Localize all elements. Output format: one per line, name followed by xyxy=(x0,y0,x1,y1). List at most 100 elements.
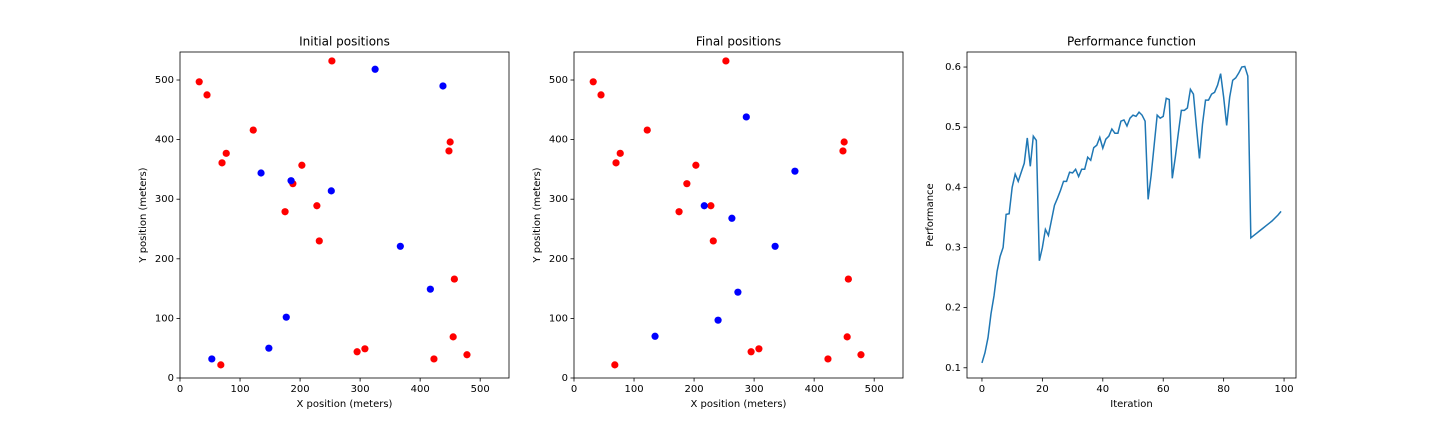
point xyxy=(430,355,438,363)
x-tick-label: 400 xyxy=(411,384,430,395)
point xyxy=(298,161,306,169)
point xyxy=(371,65,379,73)
point xyxy=(203,91,211,99)
x-axis-label: X position (meters) xyxy=(297,399,393,410)
point xyxy=(707,202,715,210)
point xyxy=(839,147,847,155)
x-tick-label: 500 xyxy=(471,384,490,395)
point xyxy=(449,333,457,341)
y-tick-label: 500 xyxy=(549,75,568,86)
y-axis-label: Y position (meters) xyxy=(138,167,149,263)
point xyxy=(222,149,230,157)
x-tick-label: 100 xyxy=(1275,384,1294,395)
y-tick-label: 0.4 xyxy=(945,182,961,193)
axes-frame xyxy=(179,51,510,379)
x-tick-label: 200 xyxy=(685,384,704,395)
point xyxy=(327,187,335,195)
point xyxy=(734,288,742,296)
x-tick-label: 500 xyxy=(865,384,884,395)
point xyxy=(683,180,691,188)
point xyxy=(675,208,683,216)
y-tick-label: 300 xyxy=(549,194,568,205)
subplot-title: Initial positions xyxy=(299,35,390,49)
point xyxy=(446,138,454,146)
point xyxy=(709,237,717,245)
point xyxy=(328,57,336,65)
point xyxy=(249,126,257,134)
x-tick-label: 300 xyxy=(351,384,370,395)
point xyxy=(714,316,722,324)
y-tick-label: 0.2 xyxy=(945,303,961,314)
point xyxy=(840,138,848,146)
point xyxy=(445,147,453,155)
point xyxy=(450,275,458,283)
y-tick-label: 0 xyxy=(562,373,568,384)
point xyxy=(208,355,216,363)
point xyxy=(287,177,295,185)
point xyxy=(611,361,619,369)
y-tick-label: 0.1 xyxy=(945,363,961,374)
point xyxy=(651,332,659,340)
axes-frame xyxy=(966,51,1297,379)
subplot: Final positions X position (meters) Y posi… xyxy=(532,35,904,410)
x-tick-label: 100 xyxy=(624,384,643,395)
y-tick-label: 500 xyxy=(155,75,174,86)
point xyxy=(643,126,651,134)
x-tick-label: 40 xyxy=(1096,384,1109,395)
point xyxy=(439,82,447,90)
point xyxy=(747,348,755,356)
x-tick-label: 400 xyxy=(805,384,824,395)
point xyxy=(728,214,736,222)
point xyxy=(843,333,851,341)
point xyxy=(463,351,471,359)
point xyxy=(195,78,203,86)
y-tick-label: 100 xyxy=(549,313,568,324)
subplot-title: Performance function xyxy=(1067,35,1196,49)
y-axis-label: Y position (meters) xyxy=(532,167,543,263)
x-tick-label: 100 xyxy=(230,384,249,395)
point xyxy=(353,348,361,356)
axes-frame xyxy=(573,51,904,379)
x-tick-label: 0 xyxy=(571,384,577,395)
point xyxy=(597,91,605,99)
x-tick-label: 300 xyxy=(745,384,764,395)
x-tick-label: 20 xyxy=(1036,384,1049,395)
point xyxy=(844,275,852,283)
y-tick-label: 400 xyxy=(155,135,174,146)
y-tick-label: 200 xyxy=(155,254,174,265)
subplot: Performance function Iteration Performance… xyxy=(925,35,1297,410)
y-tick-label: 300 xyxy=(155,194,174,205)
y-tick-label: 400 xyxy=(549,135,568,146)
point xyxy=(315,237,323,245)
y-tick-label: 0 xyxy=(168,373,174,384)
point xyxy=(257,169,265,177)
point xyxy=(616,149,624,157)
point xyxy=(771,242,779,250)
y-tick-label: 200 xyxy=(549,254,568,265)
point xyxy=(857,351,865,359)
x-tick-label: 200 xyxy=(291,384,310,395)
point xyxy=(791,167,799,175)
point xyxy=(700,202,708,210)
point xyxy=(361,345,369,353)
y-tick-label: 0.3 xyxy=(945,242,961,253)
y-tick-label: 0.6 xyxy=(945,62,961,73)
point xyxy=(313,202,321,210)
point xyxy=(282,313,290,321)
point xyxy=(218,159,226,167)
x-tick-label: 80 xyxy=(1217,384,1230,395)
y-axis-label: Performance xyxy=(925,183,936,246)
point xyxy=(396,242,404,250)
x-axis-label: X position (meters) xyxy=(691,399,787,410)
point xyxy=(824,355,832,363)
x-tick-label: 0 xyxy=(177,384,183,395)
x-tick-label: 0 xyxy=(979,384,985,395)
point xyxy=(722,57,730,65)
point xyxy=(612,159,620,167)
point xyxy=(281,208,289,216)
y-tick-label: 100 xyxy=(155,313,174,324)
point xyxy=(692,161,700,169)
performance-line xyxy=(981,65,1282,364)
subplot: Initial positions X position (meters) Y po… xyxy=(138,35,510,410)
